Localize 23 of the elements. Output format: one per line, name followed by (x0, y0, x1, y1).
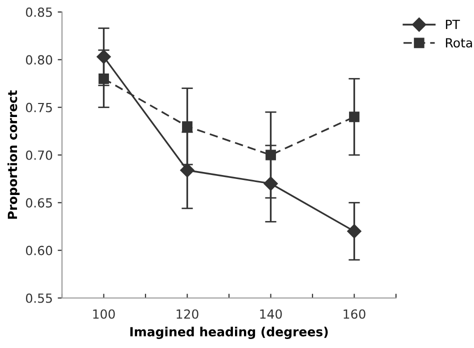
y-tick-label: 0.85 (26, 7, 52, 17)
point (98, 74, 109, 84)
x-tick-label: 120 (176, 309, 198, 319)
y-tick-label: 0.65 (26, 198, 52, 208)
point (347, 224, 362, 238)
legend-label: Rota (446, 38, 472, 48)
point (182, 121, 192, 132)
x-tick-label: 160 (344, 309, 366, 319)
x-tick-label: 140 (260, 309, 282, 319)
y-tick-label: 0.55 (26, 293, 52, 303)
point (180, 163, 194, 178)
y-tick-label: 0.60 (26, 246, 52, 256)
x-axis-title: Imagined heading (degrees) (130, 326, 328, 339)
y-tick-label: 0.70 (26, 150, 52, 160)
x-tick-label: 100 (93, 309, 115, 319)
point (266, 150, 276, 160)
point (96, 50, 111, 64)
point (349, 112, 360, 122)
y-tick-label: 0.80 (26, 55, 52, 65)
y-axis-title: Proportion correct (7, 90, 20, 219)
y-tick-label: 0.75 (26, 102, 52, 112)
point (264, 176, 278, 191)
legend-label: PT (446, 20, 460, 29)
